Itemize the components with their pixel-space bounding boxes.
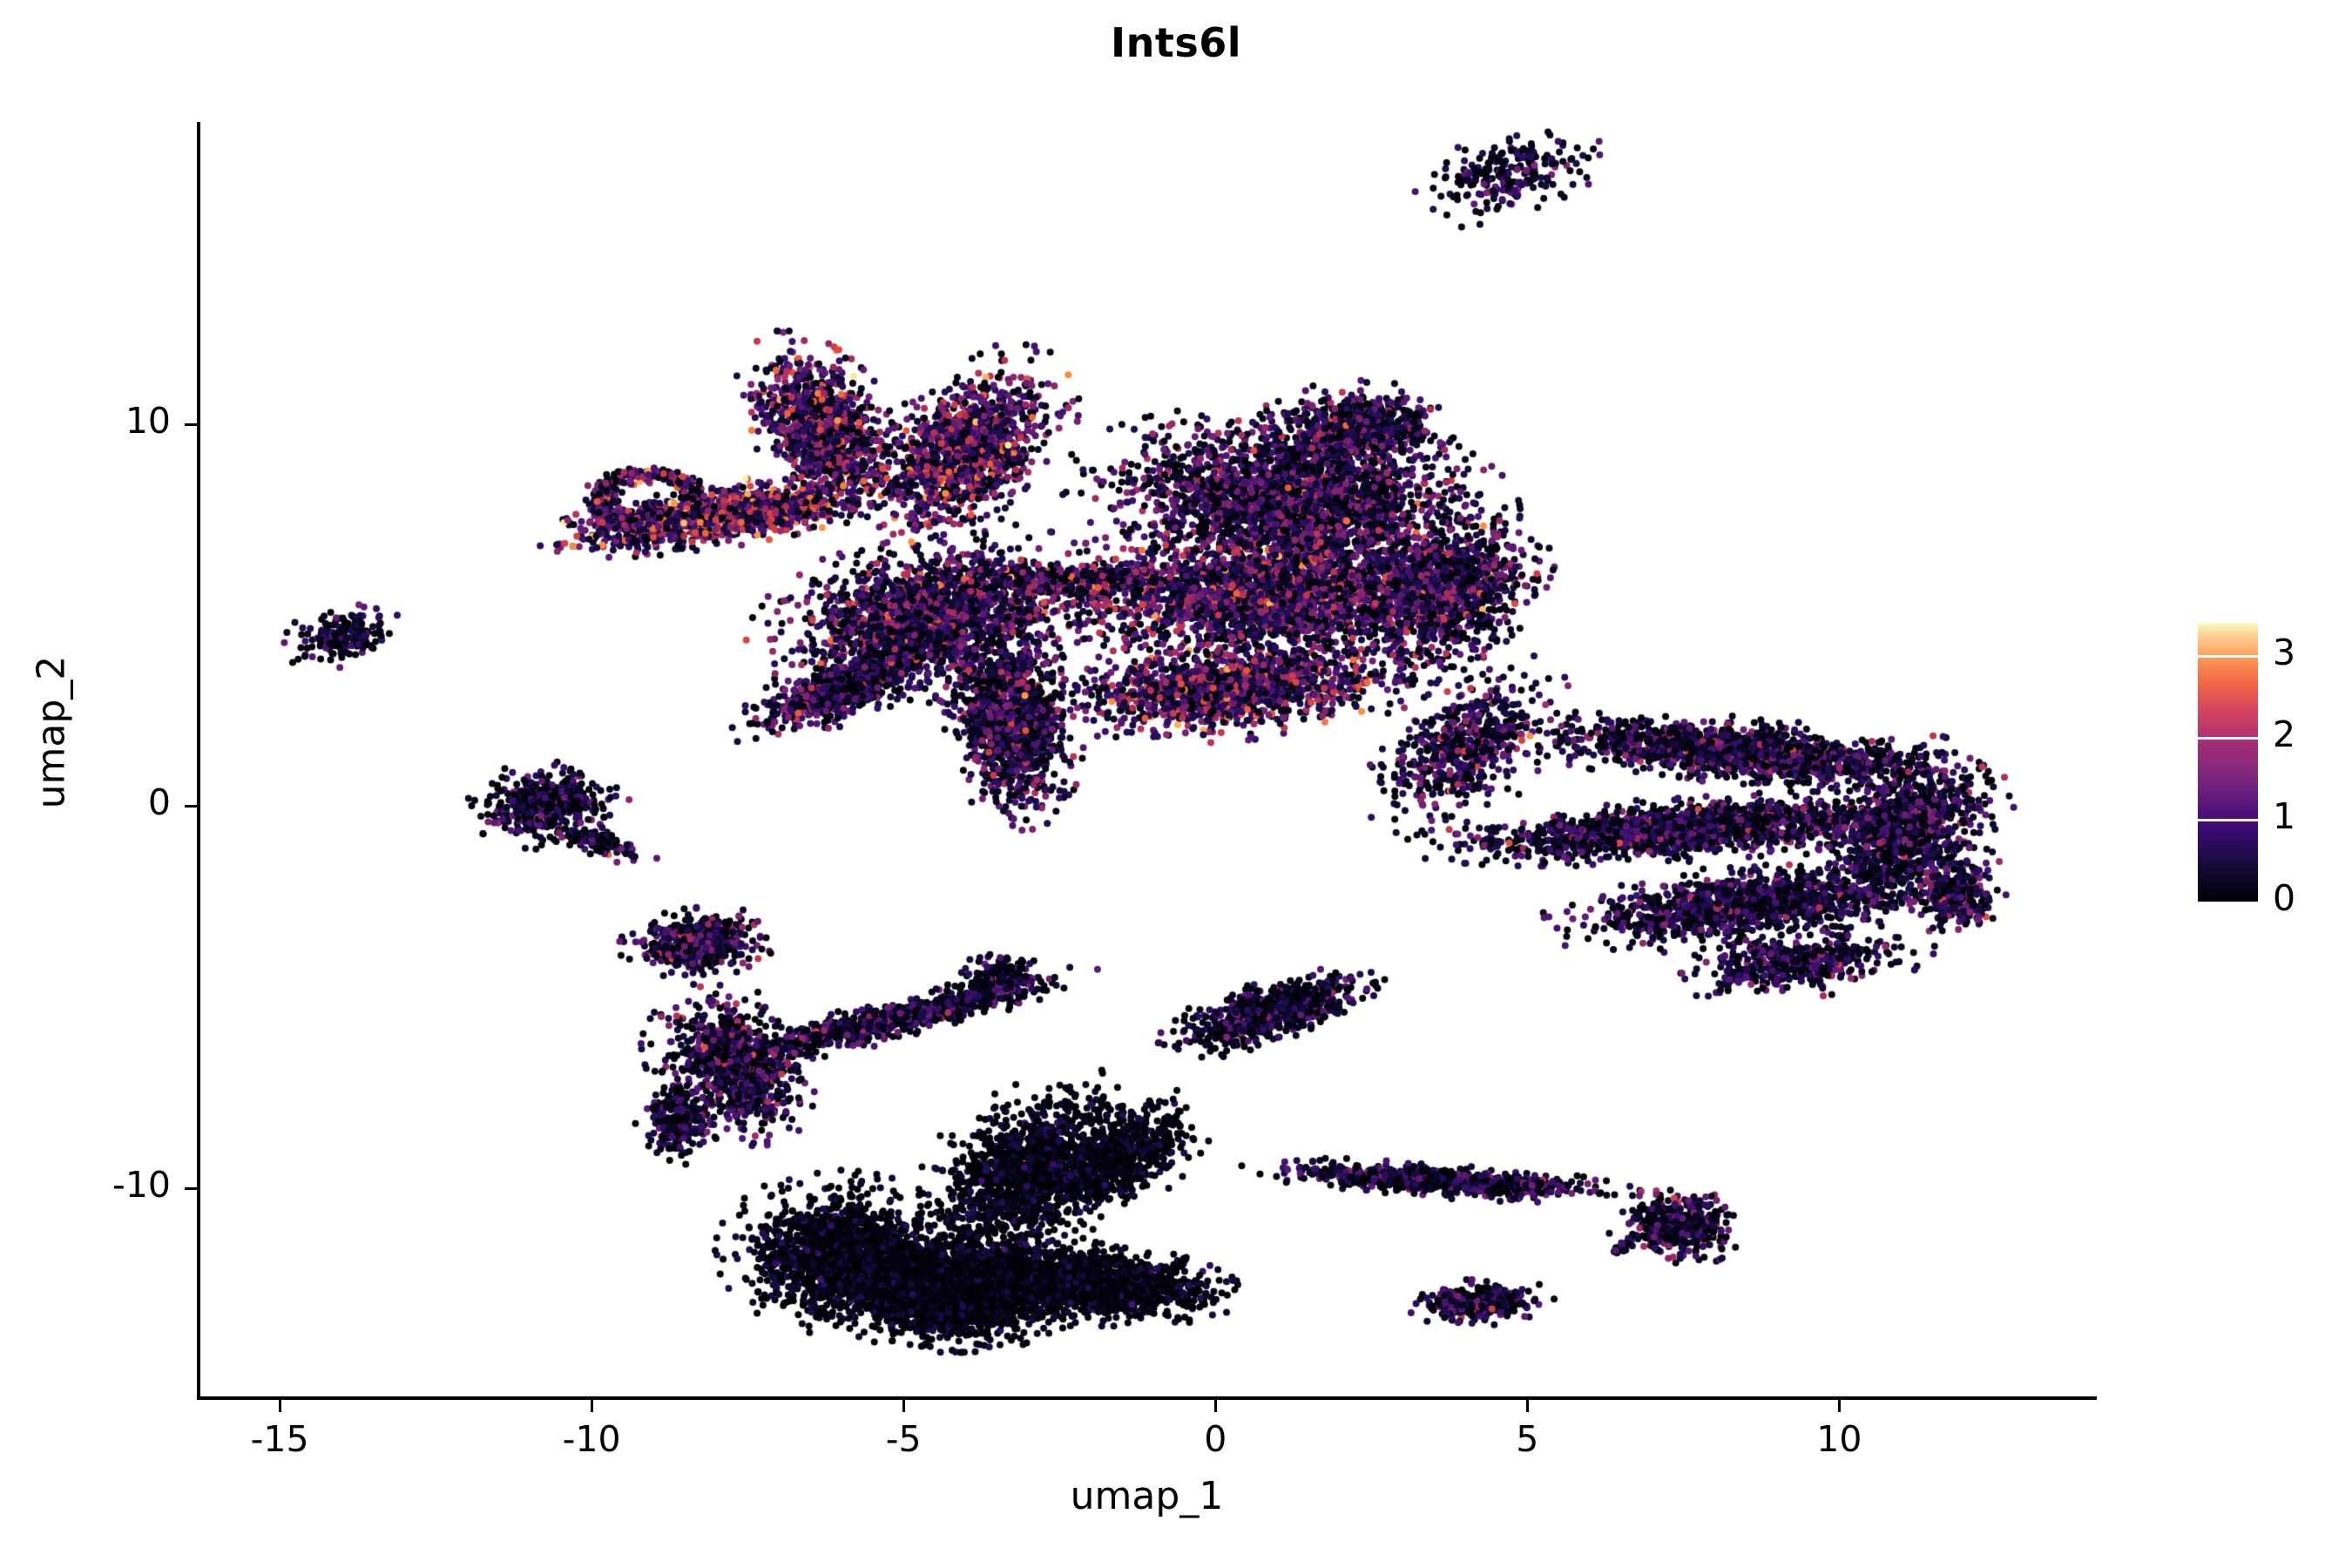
y-axis-label: umap_2 <box>29 655 74 809</box>
x-tick-label: -5 <box>885 1418 922 1460</box>
x-tick-mark <box>591 1400 594 1412</box>
scatter-canvas <box>199 122 2095 1398</box>
colorbar-tick-mark <box>2198 736 2258 740</box>
x-tick-label: 10 <box>1816 1418 1862 1460</box>
y-tick-mark <box>185 1186 197 1190</box>
x-tick-mark <box>902 1400 906 1412</box>
x-tick-label: -15 <box>250 1418 309 1460</box>
plot-area <box>199 122 2095 1398</box>
x-tick-mark <box>1214 1400 1218 1412</box>
colorbar-tick-label: 1 <box>2273 794 2296 837</box>
colorbar-tick-mark <box>2198 654 2258 658</box>
x-tick-mark <box>279 1400 282 1412</box>
colorbar-tick-mark <box>2198 818 2258 821</box>
x-tick-label: 0 <box>1204 1418 1227 1460</box>
y-tick-label: 0 <box>147 781 171 824</box>
chart-title: Ints6l <box>1110 19 1241 66</box>
x-tick-label: 5 <box>1516 1418 1539 1460</box>
colorbar-gradient <box>2198 623 2258 902</box>
x-tick-mark <box>1838 1400 1842 1412</box>
colorbar-tick-label: 2 <box>2273 713 2296 755</box>
x-tick-mark <box>1526 1400 1530 1412</box>
x-axis-label: umap_1 <box>1070 1474 1224 1518</box>
colorbar-group: 0 1 2 3 <box>2198 623 2346 919</box>
y-tick-mark <box>185 422 197 426</box>
x-axis-spine <box>199 1396 2097 1400</box>
y-tick-label: -10 <box>112 1163 171 1206</box>
y-tick-label: 10 <box>125 399 171 442</box>
colorbar-tick-label: 0 <box>2273 877 2296 919</box>
x-tick-label: -10 <box>562 1418 621 1460</box>
y-axis-spine <box>197 122 200 1400</box>
y-tick-mark <box>185 805 197 808</box>
colorbar-tick-label: 3 <box>2273 631 2296 673</box>
